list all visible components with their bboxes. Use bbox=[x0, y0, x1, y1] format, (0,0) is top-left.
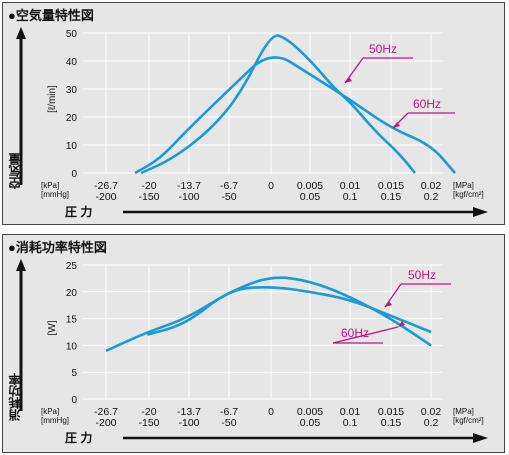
x-unit-label: [kgf/cm²] bbox=[453, 190, 484, 199]
y-tick-label: 10 bbox=[66, 141, 78, 152]
x-tick-label: 0.005 bbox=[297, 180, 323, 192]
legend-arrowhead bbox=[385, 301, 392, 307]
chart-title: ●消耗功率特性図 bbox=[8, 240, 107, 255]
x-tick-label: -50 bbox=[221, 191, 236, 203]
y-tick-label: 40 bbox=[66, 57, 78, 68]
x-tick-label: -20 bbox=[141, 406, 156, 418]
series-line-50Hz bbox=[140, 34, 417, 175]
x-tick-label: 0.1 bbox=[343, 417, 358, 429]
x-tick-label: 0.02 bbox=[421, 406, 442, 418]
y-tick-label: 10 bbox=[66, 341, 78, 352]
legend-label: 60Hz bbox=[413, 97, 441, 111]
y-unit-label: [ℓ/min] bbox=[47, 85, 58, 113]
x-tick-label: 0.2 bbox=[424, 191, 439, 203]
x-unit-label: [mmHg] bbox=[41, 416, 69, 425]
x-unit-label: [mmHg] bbox=[41, 190, 69, 199]
x-unit-label: [MPa] bbox=[453, 407, 474, 416]
x-tick-label: -100 bbox=[178, 191, 199, 203]
x-tick-label: 0.15 bbox=[381, 417, 402, 429]
x-tick-label: -200 bbox=[95, 417, 116, 429]
y-axis-arrowhead bbox=[16, 27, 26, 39]
x-tick-label: 0.015 bbox=[378, 180, 404, 192]
power-chart: 0 5 10 15 20 25 [W] -26.7 -20 -13.7 -6.7 0 0.005 0.01… bbox=[16, 259, 488, 445]
x-unit-label: [kgf/cm²] bbox=[453, 416, 484, 425]
x-unit-label: [kPa] bbox=[41, 181, 59, 190]
y-unit-label: [W] bbox=[47, 320, 58, 335]
x-tick-label: 0.15 bbox=[381, 191, 402, 203]
series-line-50Hz bbox=[105, 276, 432, 352]
y-tick-label: 15 bbox=[66, 315, 78, 326]
chart-panel-power: ●消耗功率特性図 消耗功率 0 5 10 15 20 25 [W] -26.7 -20 -13.7… bbox=[2, 234, 505, 453]
x-tick-label: 0.2 bbox=[424, 417, 439, 429]
x-tick-label: -150 bbox=[138, 417, 159, 429]
legend-label: 50Hz bbox=[369, 42, 397, 56]
x-tick-label: 0.005 bbox=[297, 406, 323, 418]
series-line-60Hz bbox=[134, 56, 456, 175]
x-axis-label: 圧 力 bbox=[65, 204, 92, 219]
x-tick-label: -26.7 bbox=[94, 406, 118, 418]
x-tick-label: -6.7 bbox=[220, 180, 238, 192]
chart-title: ●空気量特性図 bbox=[8, 8, 94, 23]
series-line-60Hz bbox=[147, 286, 432, 336]
x-tick-label: -6.7 bbox=[220, 406, 238, 418]
y-tick-label: 20 bbox=[66, 288, 78, 299]
legend-arrowhead bbox=[398, 321, 405, 327]
y-tick-label: 50 bbox=[66, 29, 78, 40]
legend-pointer bbox=[332, 326, 399, 344]
x-axis-arrowhead bbox=[473, 207, 488, 217]
x-tick-label: 0.015 bbox=[378, 406, 404, 418]
legend-arrowhead bbox=[345, 77, 352, 83]
y-tick-label: 20 bbox=[66, 113, 78, 124]
y-tick-label: 5 bbox=[71, 368, 77, 379]
x-tick-label: -20 bbox=[141, 180, 156, 192]
x-tick-label: 0.05 bbox=[300, 417, 321, 429]
x-unit-label: [MPa] bbox=[453, 181, 474, 190]
x-tick-label: 0.05 bbox=[300, 191, 321, 203]
x-axis-label: 圧 力 bbox=[65, 430, 92, 445]
airflow-chart: 0 10 20 30 40 50 [ℓ/min] -26.7 -20 -13.7 -6.7 0 0.00… bbox=[16, 27, 488, 219]
y-tick-label: 25 bbox=[66, 261, 78, 272]
x-tick-label: 0.1 bbox=[343, 191, 358, 203]
y-tick-label: 0 bbox=[71, 169, 77, 180]
x-tick-label: -200 bbox=[95, 191, 116, 203]
x-tick-label: -13.7 bbox=[177, 406, 201, 418]
x-tick-label: -100 bbox=[178, 417, 199, 429]
x-tick-label: 0.01 bbox=[340, 180, 361, 192]
x-axis-arrowhead bbox=[473, 433, 488, 443]
x-tick-label: 0.02 bbox=[421, 180, 442, 192]
x-tick-label: -13.7 bbox=[177, 180, 201, 192]
y-tick-label: 30 bbox=[66, 85, 78, 96]
x-tick-label: -26.7 bbox=[94, 180, 118, 192]
x-tick-label: 0 bbox=[268, 406, 274, 418]
chart-panel-airflow: ●空気量特性図 空気量 0 10 20 30 40 50 [ℓ/min] -26.7 -20 -1… bbox=[2, 2, 505, 225]
y-tick-label: 0 bbox=[71, 395, 77, 406]
y-axis-arrowhead bbox=[16, 259, 26, 271]
x-tick-label: 0.01 bbox=[340, 406, 361, 418]
legend-arrowhead bbox=[393, 122, 400, 128]
x-tick-label: -150 bbox=[138, 191, 159, 203]
x-unit-label: [kPa] bbox=[41, 407, 59, 416]
x-tick-label: -50 bbox=[221, 417, 236, 429]
x-tick-label: 0 bbox=[268, 180, 274, 192]
legend-label: 50Hz bbox=[408, 268, 436, 282]
